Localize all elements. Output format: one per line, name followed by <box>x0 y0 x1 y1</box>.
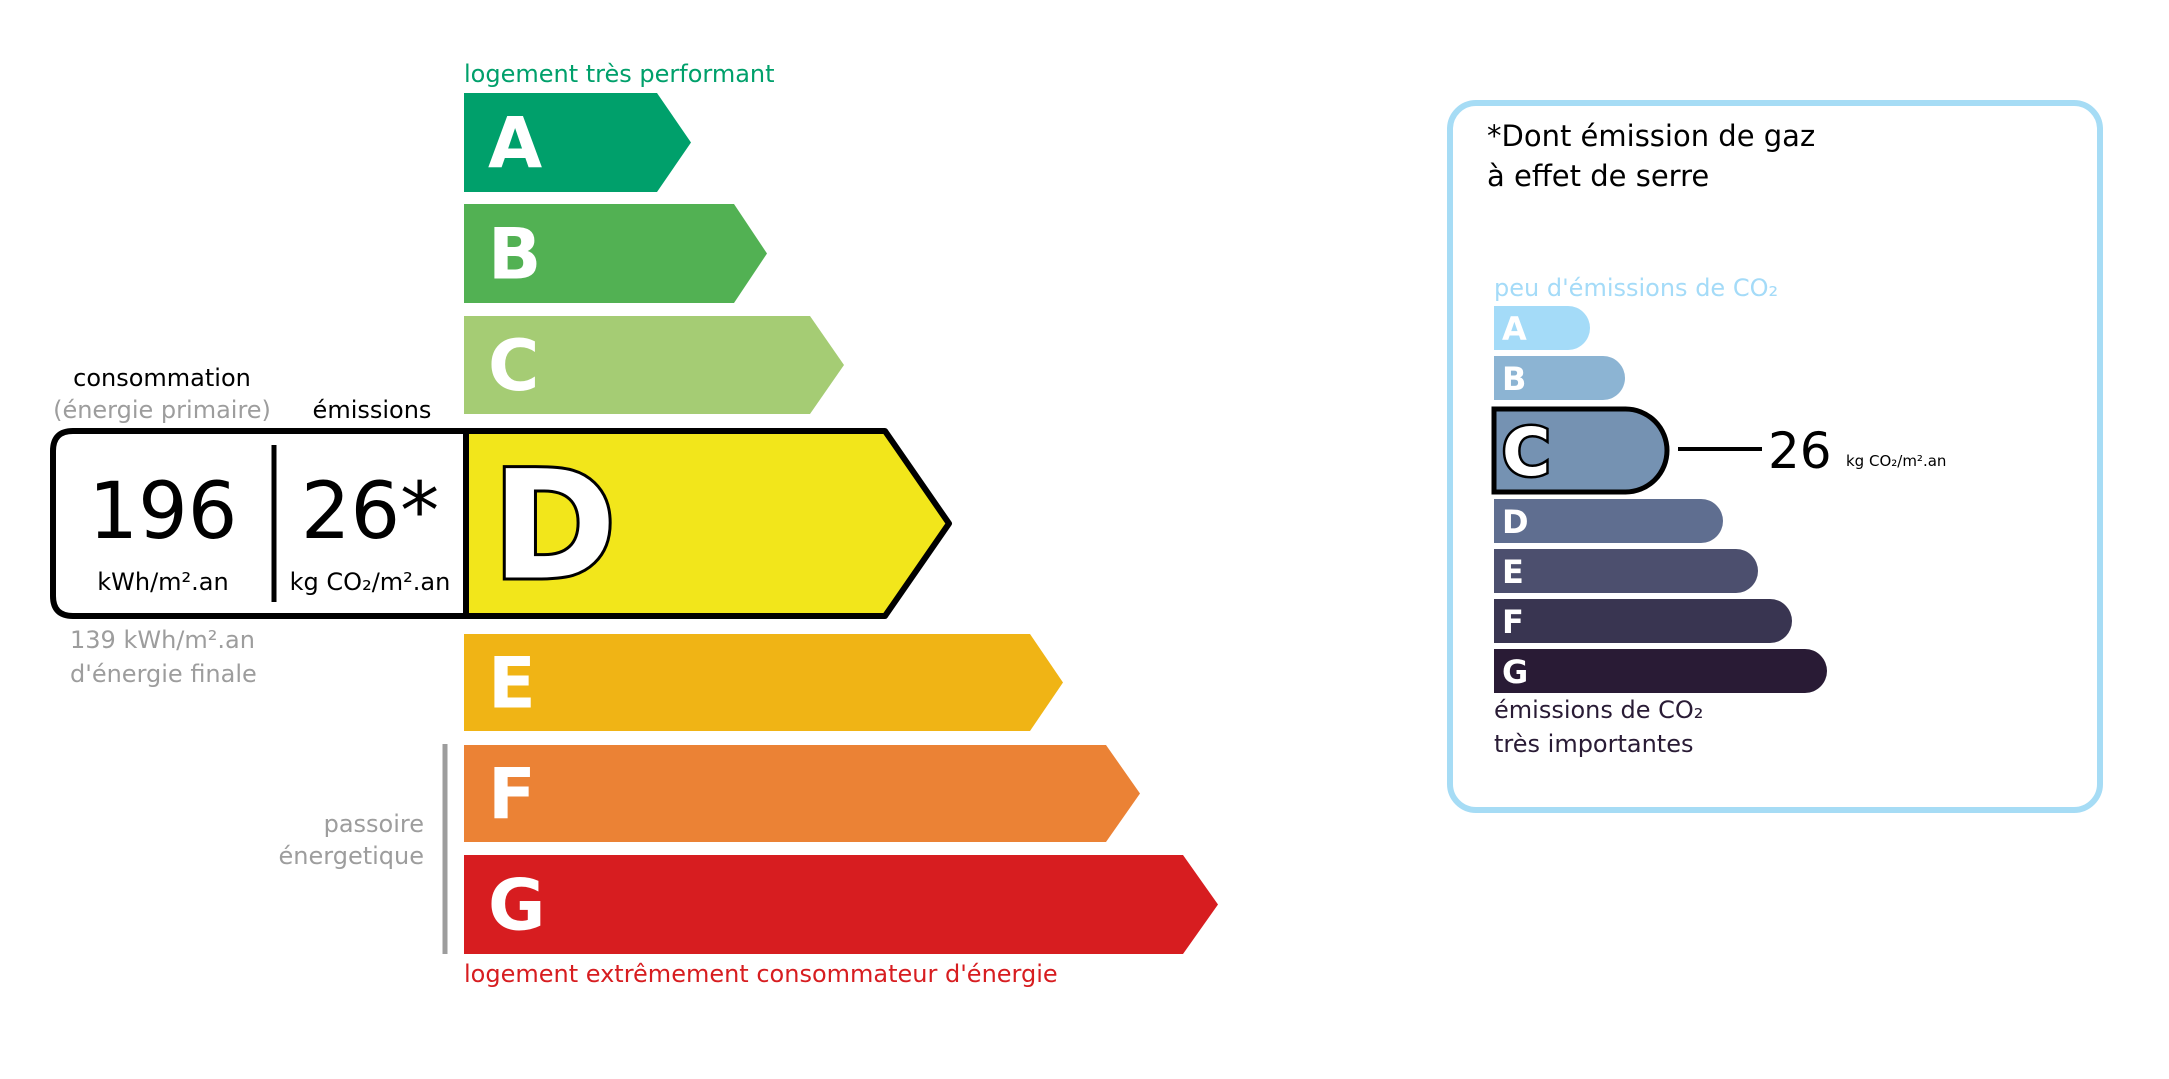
ges-bar-g <box>1494 649 1827 693</box>
consumption-header: consommation <box>73 364 251 392</box>
ges-class-letter: B <box>1502 360 1526 398</box>
energy-class-letter: C <box>488 325 539 407</box>
ges-title-line2: à effet de serre <box>1487 159 1709 193</box>
ges-bar-c <box>1491 406 1670 495</box>
consumption-unit: kWh/m².an <box>97 568 228 596</box>
passoire-label-line1: passoire <box>324 810 424 838</box>
final-energy-value: 139 kWh/m².an <box>70 626 255 654</box>
energy-bar-e <box>464 634 1063 731</box>
ges-unit: kg CO₂/m².an <box>1846 452 1946 470</box>
energy-class-letter: B <box>488 214 541 296</box>
top-performance-label: logement très performant <box>464 60 775 88</box>
ges-bar-a <box>1494 306 1590 350</box>
energy-bar-g <box>464 855 1218 954</box>
emissions-header: émissions <box>313 396 432 424</box>
bottom-performance-label: logement extrêmement consommateur d'éner… <box>464 960 1058 988</box>
energy-class-letter: E <box>488 643 536 725</box>
ges-bar-e <box>1494 549 1758 593</box>
energy-bar-f <box>464 745 1140 842</box>
ges-bar-f <box>1494 599 1792 643</box>
energy-class-letter: D <box>492 440 617 614</box>
energy-class-letter: A <box>488 103 542 185</box>
emissions-unit: kg CO₂/m².an <box>290 568 451 596</box>
ges-class-letter: C <box>1502 414 1550 491</box>
ges-bar-d <box>1494 499 1723 543</box>
final-energy-label: d'énergie finale <box>70 660 257 688</box>
energy-bar-a <box>464 93 691 192</box>
ges-class-letter: D <box>1502 503 1529 541</box>
ges-value: 26 <box>1768 422 1832 480</box>
energy-class-letter: F <box>488 754 536 836</box>
energy-class-letter: G <box>488 865 545 947</box>
energy-bar-b <box>464 204 767 303</box>
ges-bottom-label-line2: très importantes <box>1494 730 1694 758</box>
ges-class-letter: G <box>1502 653 1528 691</box>
consumption-subheader: (énergie primaire) <box>53 396 271 424</box>
ges-class-letter: A <box>1502 310 1527 348</box>
ges-bar-b <box>1494 356 1625 400</box>
reading-box <box>50 428 469 619</box>
ges-class-letter: F <box>1502 603 1524 641</box>
consumption-value: 196 <box>89 467 238 557</box>
energy-bar-c <box>464 316 844 414</box>
ges-top-label: peu d'émissions de CO₂ <box>1494 274 1778 302</box>
passoire-label-line2: énergetique <box>279 842 424 870</box>
ges-class-letter: E <box>1502 553 1524 591</box>
ges-title-line1: *Dont émission de gaz <box>1487 119 1815 153</box>
ges-bottom-label-line1: émissions de CO₂ <box>1494 696 1703 724</box>
emissions-value: 26* <box>301 467 439 557</box>
